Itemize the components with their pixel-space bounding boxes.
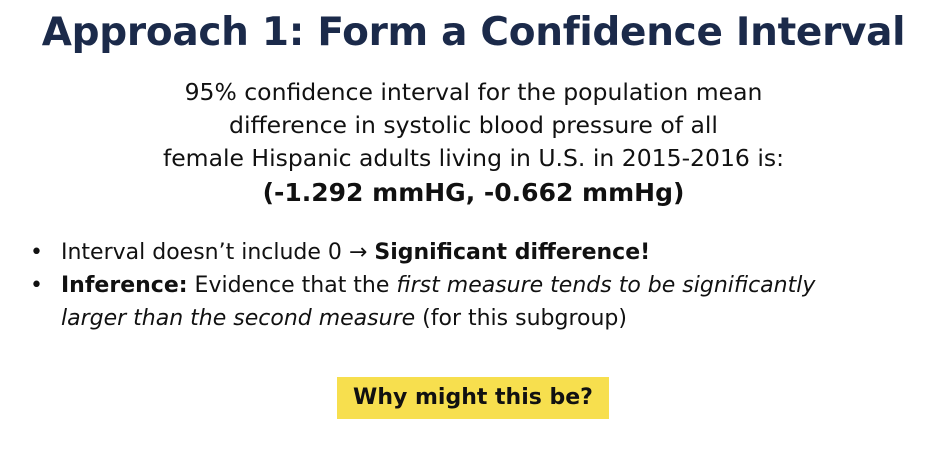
inference-second-line: larger than the second measure (for this…	[61, 306, 627, 331]
inference-first-line: Inference: Evidence that the first measu…	[61, 273, 815, 298]
ci-interval-value: (-1.292 mmHG, -0.662 mmHg)	[262, 178, 685, 207]
inference-label: Inference:	[61, 273, 188, 298]
inference-text-b: (for this subgroup)	[415, 306, 627, 331]
confidence-interval-statement: 95% confidence interval for the populati…	[0, 76, 947, 211]
bullet-item-inference: • Inference: Evidence that the first mea…	[24, 269, 929, 335]
slide-title: Approach 1: Form a Confidence Interval	[41, 10, 906, 55]
bullet-text: Interval doesn’t include 0 →	[61, 240, 375, 265]
inference-text-a: Evidence that the	[187, 273, 397, 298]
bullet-dot-icon: •	[30, 240, 43, 265]
bullet-item-significance: • Interval doesn’t include 0 → Significa…	[24, 236, 929, 269]
inference-italic-2: larger than the second measure	[61, 306, 416, 331]
ci-statement-line-3: female Hispanic adults living in U.S. in…	[162, 144, 785, 172]
inference-italic-1: first measure tends to be significantly	[396, 273, 816, 298]
bullet-emphasis: Significant difference!	[374, 240, 651, 265]
bullet-dot-icon: •	[30, 273, 43, 298]
ci-statement-line-2: difference in systolic blood pressure of…	[229, 111, 718, 139]
bullet-list: • Interval doesn’t include 0 → Significa…	[24, 236, 929, 335]
callout-question: Why might this be?	[337, 377, 609, 419]
ci-statement-line-1: 95% confidence interval for the populati…	[184, 78, 763, 106]
